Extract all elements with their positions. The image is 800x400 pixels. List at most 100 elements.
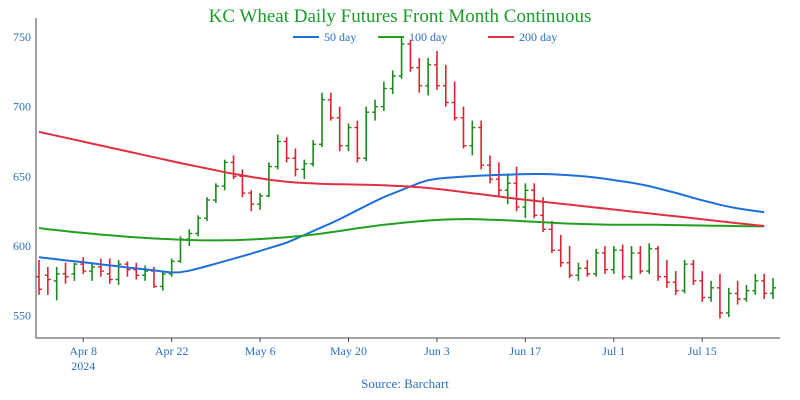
ohlc-bar (97, 258, 104, 277)
ohlc-bar (142, 265, 149, 281)
y-tick-label: 600 (13, 239, 31, 253)
ohlc-bar (398, 36, 405, 79)
ohlc-bar (336, 106, 343, 152)
x-tick-label: Jun 17 (510, 344, 542, 358)
ohlc-bar (699, 271, 706, 302)
ohlc-bar (212, 183, 219, 203)
ohlc-bar (663, 259, 670, 288)
ohlc-bar (770, 278, 776, 299)
legend-item: 50 day (293, 30, 356, 44)
ohlc-bar (734, 280, 741, 305)
ohlc-bar (619, 244, 626, 280)
x-tick-label: Apr 8 (69, 344, 97, 358)
legend-item: 200 day (488, 30, 557, 44)
ohlc-bar (725, 287, 732, 318)
legend-item: 100 day (378, 30, 447, 44)
ohlc-bar (637, 246, 644, 274)
legend-label: 50 day (324, 30, 356, 44)
ohlc-bar (257, 193, 264, 210)
ohlc-bar (71, 262, 78, 281)
ohlc-bar (743, 285, 750, 302)
moving-averages (38, 130, 765, 274)
ohlc-bar (389, 70, 396, 95)
x-tick-label: May 20 (330, 344, 367, 358)
ohlc-bar (478, 120, 485, 170)
x-tick-label: Jun 3 (424, 344, 450, 358)
ohlc-bar (372, 99, 379, 121)
ohlc-bar (451, 81, 458, 121)
series-line-200-day (38, 130, 765, 227)
x-tick-label: Jul 15 (688, 344, 717, 358)
ohlc-bar (761, 273, 768, 299)
ohlc-bar (601, 246, 608, 274)
ohlc-bar (628, 246, 635, 280)
ohlc-bar (301, 159, 308, 180)
ohlc-bar (495, 162, 502, 198)
ohlc-bar (115, 259, 122, 286)
ohlc-bar (655, 246, 662, 281)
ohlc-bar (433, 50, 440, 90)
ohlc-bar (221, 159, 228, 191)
ohlc-bar (469, 120, 476, 156)
ohlc-bar (274, 134, 281, 170)
series-line-50-day (38, 173, 765, 274)
ohlc-bar (363, 106, 370, 162)
ohlc-bar (513, 166, 520, 212)
ohlc-bar (708, 280, 715, 302)
price-bars (36, 36, 776, 319)
ohlc-bar (159, 271, 166, 291)
legend-label: 100 day (409, 30, 447, 44)
ohlc-bar (460, 106, 467, 149)
ohlc-bar (195, 215, 202, 237)
legend: 50 day 100 day 200 day (293, 30, 557, 44)
chart-title: KC Wheat Daily Futures Front Month Conti… (209, 6, 592, 27)
ohlc-bar (540, 197, 547, 233)
ohlc-bar (292, 148, 299, 177)
ohlc-bar (566, 246, 573, 279)
ohlc-bar (504, 173, 511, 205)
ohlc-bar (133, 262, 140, 280)
x-tick-year-label: 2024 (71, 359, 95, 373)
y-tick-label: 700 (13, 100, 31, 114)
ohlc-bar (407, 39, 414, 72)
ohlc-bar (752, 273, 759, 295)
ohlc-bar (557, 234, 564, 267)
ohlc-bar (106, 258, 113, 284)
ohlc-bar (354, 120, 361, 163)
ohlc-bar (239, 169, 246, 198)
ohlc-bar (318, 92, 325, 148)
ohlc-bar (230, 155, 237, 180)
ohlc-bar (575, 262, 582, 281)
y-tick-label: 550 (13, 309, 31, 323)
ohlc-bar (204, 197, 211, 221)
ohlc-bar (425, 57, 432, 96)
ohlc-bar (248, 190, 255, 212)
x-tick-label: Jul 1 (602, 344, 625, 358)
ohlc-bar (584, 259, 591, 277)
ohlc-bar (62, 262, 69, 284)
ohlc-bar (522, 183, 529, 219)
ohlc-bar (44, 266, 51, 295)
source-note: Source: Barchart (361, 376, 449, 391)
ohlc-bar (380, 81, 387, 111)
ohlc-bar (487, 155, 494, 184)
y-tick-label: 750 (13, 30, 31, 44)
ohlc-bar (168, 258, 175, 277)
x-tick-label: May 6 (245, 344, 276, 358)
ohlc-bar (53, 266, 60, 301)
ohlc-bar (716, 273, 723, 319)
ohlc-bar (646, 243, 653, 274)
ohlc-bar (681, 259, 688, 294)
ohlc-bar (89, 262, 96, 281)
ohlc-bar (124, 261, 131, 277)
ohlc-bar (690, 259, 697, 286)
y-tick-label: 650 (13, 169, 31, 183)
ohlc-bar (186, 229, 193, 247)
ohlc-bar (672, 271, 679, 295)
ohlc-bar (416, 57, 423, 93)
ohlc-bar (593, 248, 600, 277)
ohlc-bar (283, 137, 290, 163)
x-tick-label: Apr 22 (155, 344, 189, 358)
